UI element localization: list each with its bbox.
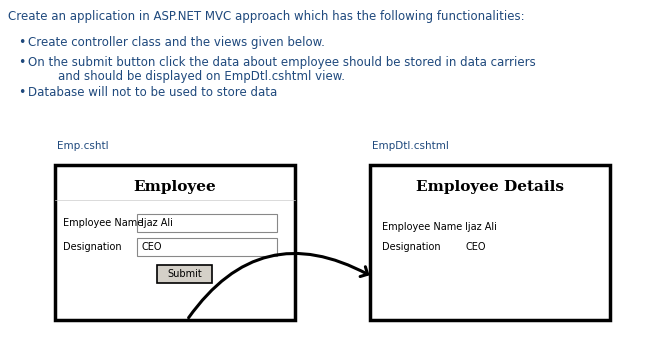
Text: Ijaz Ali: Ijaz Ali [465, 222, 497, 232]
Text: Designation: Designation [382, 242, 441, 252]
Text: Employee Details: Employee Details [416, 180, 564, 194]
Text: Create an application in ASP.NET MVC approach which has the following functional: Create an application in ASP.NET MVC app… [8, 10, 524, 23]
Text: Create controller class and the views given below.: Create controller class and the views gi… [28, 36, 325, 49]
Text: Database will not to be used to store data: Database will not to be used to store da… [28, 86, 277, 99]
Text: CEO: CEO [141, 242, 161, 252]
Bar [137, 238, 277, 256]
Text: •: • [18, 36, 25, 49]
Text: Employee Name: Employee Name [63, 218, 143, 228]
Text: Submit: Submit [167, 269, 202, 279]
Text: and should be displayed on EmpDtl.cshtml view.: and should be displayed on EmpDtl.cshtml… [28, 70, 345, 83]
Text: •: • [18, 56, 25, 69]
Text: •: • [18, 86, 25, 99]
Bar [55, 165, 295, 320]
Text: Ijaz Ali: Ijaz Ali [141, 218, 173, 228]
Text: CEO: CEO [465, 242, 486, 252]
Text: Employee Name: Employee Name [382, 222, 462, 232]
Bar [137, 214, 277, 232]
Text: EmpDtl.cshtml: EmpDtl.cshtml [372, 141, 449, 151]
Bar [370, 165, 610, 320]
Text: Designation: Designation [63, 242, 122, 252]
Bar [157, 265, 212, 283]
Text: Employee: Employee [134, 180, 216, 194]
Text: On the submit button click the data about employee should be stored in data carr: On the submit button click the data abou… [28, 56, 536, 69]
Text: Emp.cshtl: Emp.cshtl [57, 141, 108, 151]
